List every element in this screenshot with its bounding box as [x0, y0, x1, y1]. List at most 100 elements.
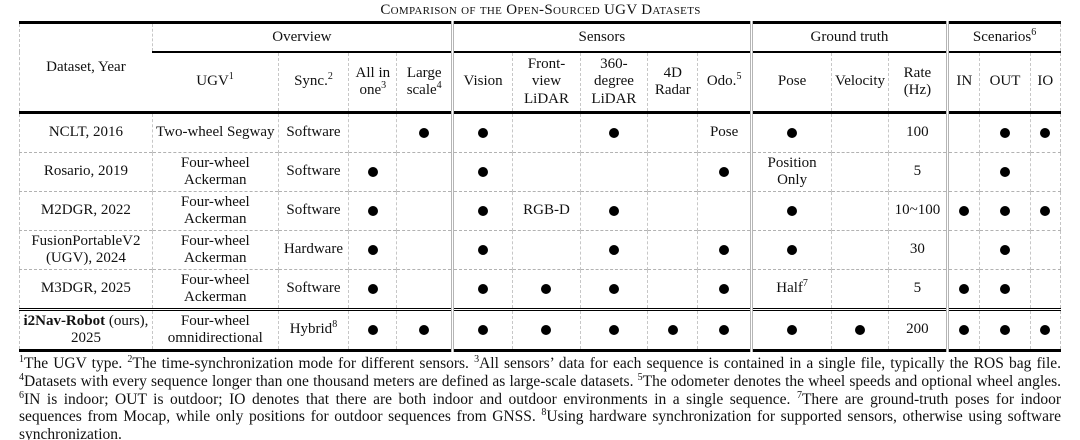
cell-rate-hz: 30 — [887, 230, 948, 270]
cell-text: Four-wheel Ackerman — [180, 193, 250, 227]
cell-velocity — [831, 191, 889, 231]
column-sup: 4 — [436, 80, 442, 91]
cell-large-scale — [396, 152, 453, 192]
cell-ugv: Four-wheel omnidirectional — [151, 308, 279, 351]
column-header-4d-radar: 4D Radar — [647, 52, 698, 114]
cell-in — [946, 230, 980, 270]
cell-360-degree-lidar — [579, 152, 648, 192]
dataset-name: M2DGR, 2022 — [40, 202, 131, 219]
cell-odo — [697, 191, 752, 231]
group-header-overview: Overview — [151, 22, 453, 53]
cell-dataset-year: FusionPortableV2 (UGV), 2024 — [19, 230, 153, 270]
cell-large-scale — [396, 230, 453, 270]
column-header-large-scale: Large scale4 — [396, 52, 453, 114]
footnote-marker: 6 — [19, 389, 24, 401]
cell-odo: Pose — [697, 112, 752, 153]
cell-dataset-year: i2Nav-Robot (ours), 2025 — [19, 308, 153, 351]
footnote-marker: 1 — [19, 353, 24, 365]
group-header-scenarios: Scenarios6 — [946, 22, 1061, 53]
cell-rate-hz: 10~100 — [887, 191, 948, 231]
dot-icon — [419, 127, 430, 138]
group-header-ground-truth: Ground truth — [749, 22, 948, 53]
cell-out — [979, 191, 1031, 231]
footnote-marker: 7 — [796, 389, 802, 401]
group-label: Overview — [272, 28, 332, 45]
cell-odo — [697, 308, 752, 351]
cell-sup: 7 — [802, 278, 808, 290]
footnote-marker: 2 — [127, 353, 133, 365]
cell-text: Software — [286, 202, 341, 219]
dot-icon — [367, 166, 378, 177]
cell-vision — [450, 308, 513, 351]
group-sup: 6 — [1031, 26, 1037, 38]
cell-rate-hz: 5 — [887, 152, 948, 192]
footnote-marker: 3 — [474, 353, 480, 365]
footnote-text: All sensors’ data for each sequence is c… — [479, 355, 1062, 372]
dot-icon — [1040, 205, 1051, 216]
dot-icon — [855, 324, 866, 335]
dot-icon — [1000, 324, 1010, 335]
column-label: IO — [1037, 73, 1054, 90]
cell-pose — [749, 308, 832, 351]
cell-dataset-year: Rosario, 2019 — [19, 152, 153, 192]
cell-text: 200 — [906, 321, 929, 338]
dot-icon — [367, 244, 378, 255]
dot-icon — [608, 205, 619, 216]
cell-out — [979, 308, 1031, 351]
column-header-ugv: UGV1 — [152, 52, 279, 114]
cell-4d-radar — [647, 152, 698, 192]
cell-4d-radar — [647, 112, 698, 153]
cell-sync: Software — [277, 112, 349, 153]
dot-icon — [608, 127, 619, 138]
column-sup: 3 — [381, 80, 387, 91]
column-label: 4D Radar — [654, 64, 691, 98]
cell-io — [1029, 191, 1061, 231]
column-header-vision: Vision — [450, 52, 513, 114]
dot-icon — [667, 324, 678, 335]
column-label: OUT — [989, 73, 1021, 90]
cell-all-in-one — [348, 112, 397, 153]
dot-icon — [787, 324, 798, 335]
cell-front-view-lidar — [512, 308, 581, 351]
cell-text: Four-wheel Ackerman — [180, 232, 250, 266]
dot-icon — [719, 283, 730, 294]
cell-pose — [749, 230, 832, 270]
cell-velocity — [831, 269, 889, 310]
cell-vision — [450, 269, 513, 310]
cell-text: Position Only — [767, 154, 817, 188]
column-header-sync: Sync.2 — [277, 52, 349, 114]
footnote-text: IN is indoor; OUT is outdoor; IO denotes… — [24, 390, 791, 408]
cell-text: Half — [776, 280, 803, 297]
dot-icon — [367, 324, 378, 335]
column-header-360-degree-lidar: 360-degree LiDAR — [579, 52, 648, 114]
table-row: NCLT, 2016 Two-wheel Segway Software Pose 10… — [20, 112, 1061, 153]
cell-text: Software — [286, 163, 341, 180]
cell-rate-hz: 200 — [887, 308, 948, 351]
cell-ugv: Four-wheel Ackerman — [151, 191, 279, 231]
dot-icon — [478, 127, 489, 138]
cell-front-view-lidar — [512, 269, 581, 310]
dot-icon — [419, 324, 430, 335]
dot-icon — [1040, 324, 1051, 335]
cell-velocity — [831, 308, 889, 351]
cell-pose: Position Only — [749, 152, 832, 192]
cell-text: Pose — [709, 124, 739, 141]
cell-out — [979, 230, 1031, 270]
dot-icon — [478, 324, 489, 335]
column-label: Vision — [463, 73, 503, 90]
cell-text: Four-wheel omnidirectional — [167, 312, 263, 346]
dataset-name: M3DGR, 2025 — [40, 280, 131, 297]
cell-front-view-lidar — [512, 230, 581, 270]
table-body: NCLT, 2016 Two-wheel Segway Software Pose 10… — [19, 112, 1061, 351]
cell-4d-radar — [647, 269, 698, 310]
cell-360-degree-lidar — [579, 308, 648, 351]
cell-dataset-year: NCLT, 2016 — [20, 113, 153, 153]
dataset-name: Rosario, 2019 — [43, 163, 129, 180]
cell-io — [1029, 269, 1061, 310]
table-row: i2Nav-Robot (ours), 2025 Four-wheel omnid… — [19, 308, 1061, 351]
dot-icon — [1000, 244, 1010, 255]
column-header-io: IO — [1029, 52, 1061, 114]
dot-icon — [1000, 166, 1010, 177]
cell-io — [1029, 152, 1061, 192]
table-title: Comparison of the Open-Sourced UGV Datas… — [380, 2, 701, 18]
